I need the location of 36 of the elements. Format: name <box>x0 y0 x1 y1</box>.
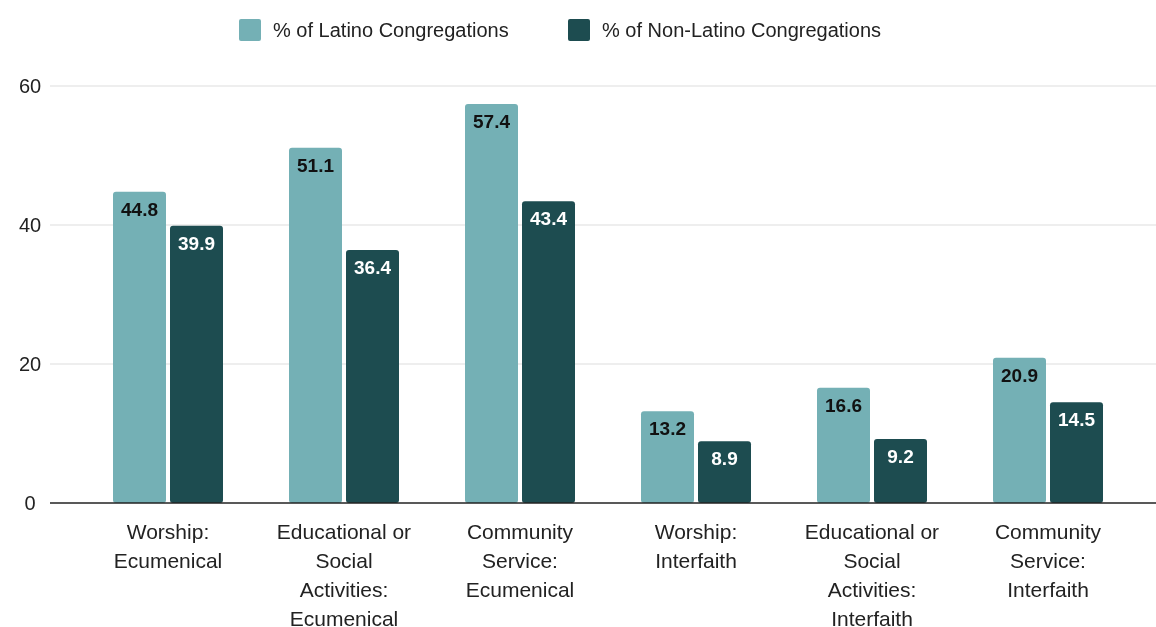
data-label: 36.4 <box>354 257 392 279</box>
data-label: 16.6 <box>825 394 862 416</box>
data-label: 8.9 <box>711 448 738 470</box>
x-tick-label: Community Service: Ecumenical <box>465 520 575 601</box>
bar <box>993 357 1046 503</box>
data-label: 39.9 <box>178 232 215 254</box>
bar <box>346 250 399 503</box>
x-tick-label: Worship: Ecumenical <box>113 520 223 572</box>
data-label: 43.4 <box>530 208 568 230</box>
y-tick-label: 40 <box>18 214 42 236</box>
data-label: 9.2 <box>887 446 914 468</box>
y-tick-label: 0 <box>24 492 36 514</box>
bar <box>874 439 927 503</box>
bar <box>522 201 575 503</box>
data-label: 57.4 <box>473 111 511 133</box>
bar <box>465 104 518 503</box>
data-label: 20.9 <box>1001 364 1038 386</box>
bar <box>641 411 694 503</box>
data-label: 51.1 <box>297 154 335 176</box>
x-tick-label: Community Service: Interfaith <box>994 520 1102 601</box>
y-tick-label: 60 <box>18 75 42 97</box>
data-label: 14.5 <box>1058 409 1096 431</box>
bar <box>289 147 342 503</box>
x-tick-label: Educational or Social Activities: Interfaith <box>804 520 940 627</box>
x-tick-label: Educational or Social Activities: Ecumenical <box>276 520 412 627</box>
legend-label: % of Non-Latino Congregations <box>602 19 882 41</box>
bar <box>113 191 166 503</box>
x-tick-label: Worship: Interfaith <box>654 520 738 572</box>
bar <box>817 387 870 503</box>
y-tick-label: 20 <box>18 353 42 375</box>
bar <box>170 225 223 503</box>
data-label: 13.2 <box>649 418 686 440</box>
legend-label: % of Latino Congregations <box>273 19 509 41</box>
data-label: 44.8 <box>121 198 158 220</box>
bar <box>1050 402 1103 503</box>
bar <box>698 441 751 503</box>
